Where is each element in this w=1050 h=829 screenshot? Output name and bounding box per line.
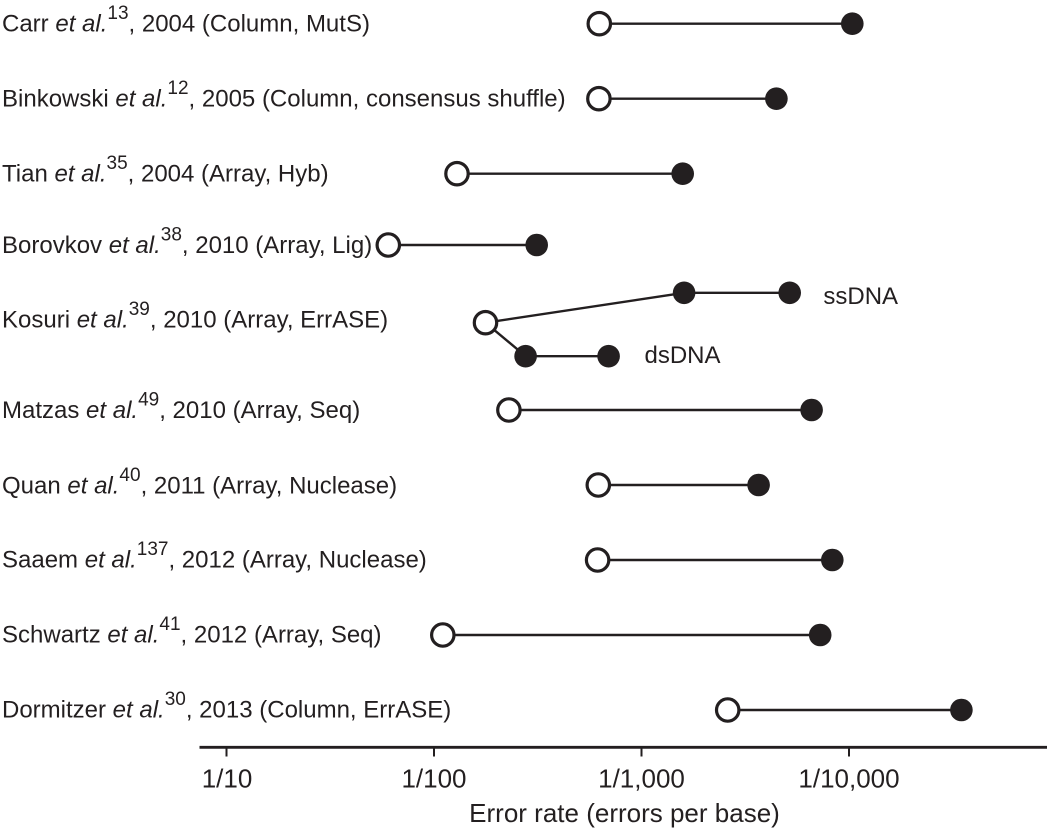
svg-text:1/10: 1/10 bbox=[202, 764, 253, 794]
svg-text:ssDNA: ssDNA bbox=[823, 283, 898, 310]
svg-text:Error rate (errors per base): Error rate (errors per base) bbox=[469, 798, 780, 828]
svg-text:1/100: 1/100 bbox=[401, 764, 466, 794]
svg-text:dsDNA: dsDNA bbox=[645, 342, 721, 369]
svg-text:1/10,000: 1/10,000 bbox=[798, 764, 899, 794]
svg-text:1/1,000: 1/1,000 bbox=[598, 764, 685, 794]
